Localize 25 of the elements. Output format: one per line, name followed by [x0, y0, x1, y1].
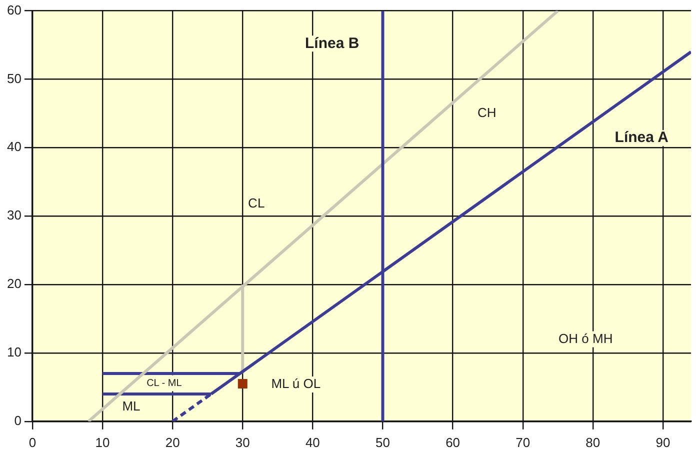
- y-tick-label: 50: [6, 70, 22, 86]
- series-label: Línea A: [614, 129, 669, 146]
- y-tick-label: 20: [6, 276, 22, 292]
- y-tick-label: 30: [6, 208, 22, 223]
- x-tick-label: 30: [235, 434, 250, 450]
- x-tick-label: 70: [516, 434, 530, 450]
- annotation: CL - ML: [146, 378, 182, 389]
- annotation: ML: [122, 398, 140, 414]
- annotation: ML ú OL: [271, 376, 321, 392]
- annotation: CL: [248, 195, 265, 210]
- x-tick-label: 90: [656, 434, 670, 450]
- x-tick-label: 60: [446, 434, 460, 450]
- annotation: OH ó MH: [558, 330, 613, 346]
- y-tick-label: 0: [14, 412, 22, 428]
- x-tick-label: 10: [95, 434, 110, 450]
- series-label: Línea B: [305, 34, 360, 52]
- x-tick-label: 80: [586, 434, 600, 450]
- y-tick-label: 10: [6, 344, 22, 360]
- x-tick-label: 20: [165, 434, 180, 450]
- x-tick-label: 40: [305, 434, 320, 450]
- y-tick-label: 60: [6, 2, 22, 18]
- x-tick-label: 0: [28, 434, 36, 450]
- x-tick-label: 50: [376, 434, 390, 450]
- annotation: CH: [477, 105, 496, 120]
- y-tick-label: 40: [6, 139, 22, 154]
